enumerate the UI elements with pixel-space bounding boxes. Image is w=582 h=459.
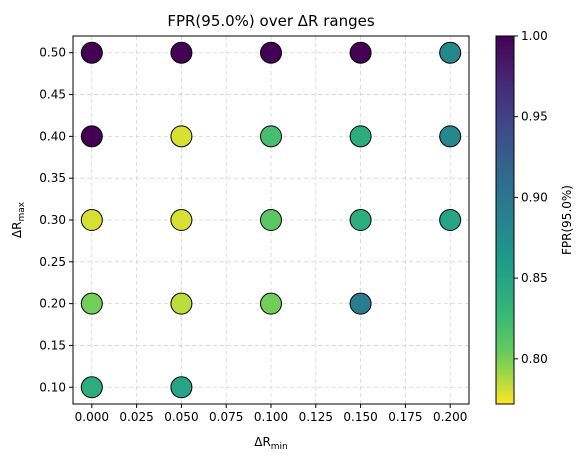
data-point	[260, 209, 282, 231]
data-point	[80, 209, 103, 231]
data-point	[349, 41, 372, 64]
colorbar-tick-label: 0.90	[521, 190, 548, 204]
data-point	[170, 292, 193, 315]
x-tick-label: 0.075	[209, 410, 243, 424]
data-point	[170, 41, 193, 64]
y-tick-label: 0.35	[39, 171, 66, 185]
data-point	[170, 125, 193, 148]
y-tick-label: 0.20	[39, 297, 66, 311]
colorbar-tick-label: 0.80	[521, 352, 548, 366]
data-point	[80, 41, 103, 64]
y-axis-label: ΔRmax	[10, 201, 27, 238]
data-point	[260, 125, 282, 148]
data-point	[260, 41, 282, 64]
x-axis-label: ΔRmin	[254, 435, 288, 452]
colorbar-ticks: 0.80 0.85 0.90 0.95 1.00	[514, 29, 548, 366]
x-tick-label: 0.000	[75, 410, 109, 424]
data-point	[439, 41, 462, 64]
x-tick-label: 0.175	[388, 410, 422, 424]
data-point	[260, 292, 282, 315]
colorbar	[495, 35, 515, 405]
x-tick-label: 0.200	[433, 410, 467, 424]
y-tick-label: 0.10	[39, 380, 66, 394]
x-axis-ticks: 0.000 0.025 0.050 0.075 0.100 0.125 0.150 0.175…	[75, 404, 467, 424]
x-tick-label: 0.100	[254, 410, 288, 424]
y-tick-label: 0.50	[39, 46, 66, 60]
y-tick-label: 0.25	[39, 255, 66, 269]
x-tick-label: 0.025	[119, 410, 153, 424]
colorbar-label: FPR(95.0%)	[560, 185, 574, 255]
y-axis-ticks: 0.10 0.15 0.20 0.25 0.30 0.35 0.40 0.45 0.50	[39, 46, 73, 394]
colorbar-tick-label: 0.95	[521, 110, 548, 124]
data-point	[349, 209, 372, 231]
y-tick-label: 0.40	[39, 129, 66, 143]
data-point	[80, 292, 103, 315]
data-point	[349, 292, 372, 315]
colorbar-tick-label: 0.85	[521, 271, 548, 285]
y-tick-label: 0.30	[39, 213, 66, 227]
data-point	[170, 376, 193, 399]
data-point	[439, 209, 462, 231]
x-tick-label: 0.150	[343, 410, 377, 424]
data-point	[349, 125, 372, 148]
y-tick-label: 0.15	[39, 338, 66, 352]
chart-title: FPR(95.0%) over ΔR ranges	[167, 12, 375, 30]
data-point	[80, 376, 103, 399]
y-tick-label: 0.45	[39, 88, 66, 102]
data-points	[80, 41, 462, 399]
data-point	[170, 209, 193, 231]
x-tick-label: 0.125	[299, 410, 333, 424]
data-point	[80, 125, 103, 148]
colorbar-tick-label: 1.00	[521, 29, 548, 43]
x-tick-label: 0.050	[164, 410, 198, 424]
data-point	[439, 125, 462, 148]
